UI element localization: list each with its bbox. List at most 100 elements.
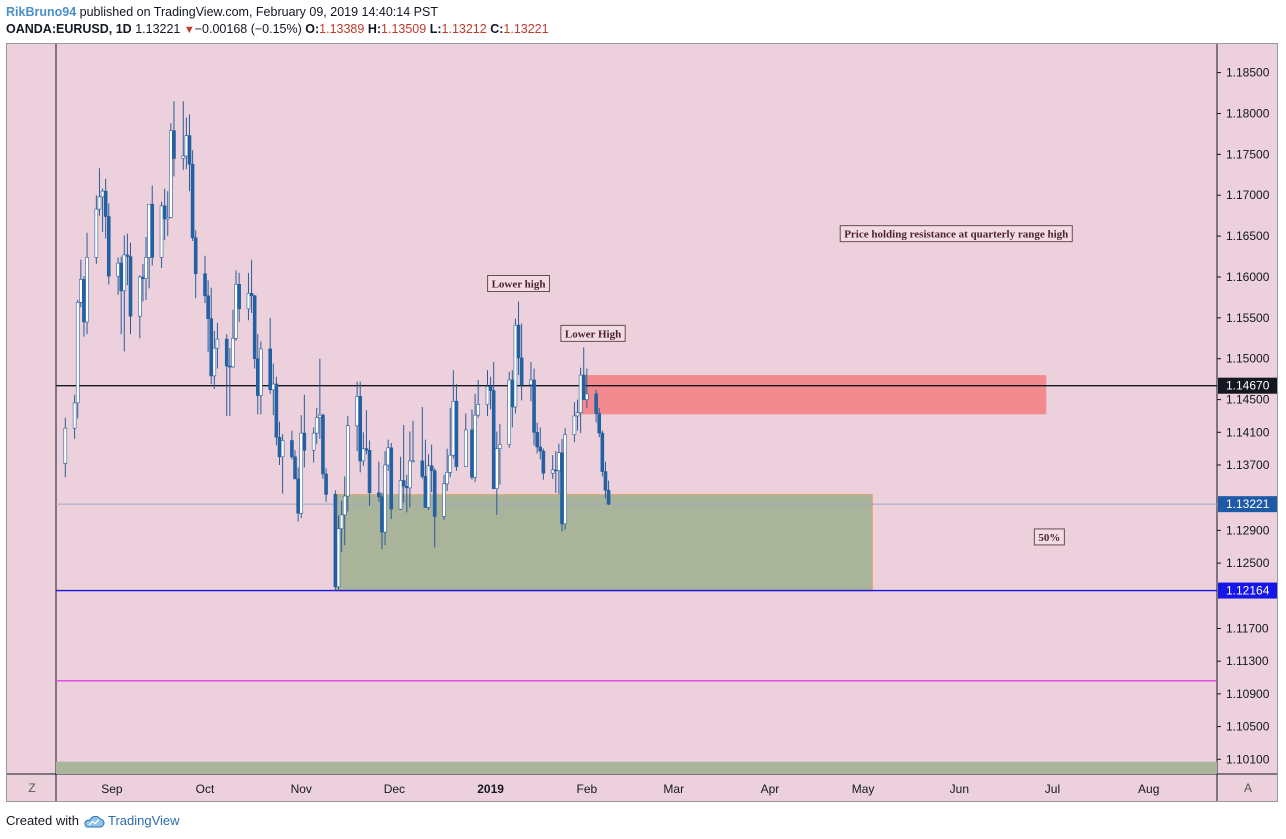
candle-body	[408, 460, 412, 489]
candle-body	[560, 452, 564, 525]
candle-body	[138, 276, 142, 317]
candle	[237, 272, 241, 322]
resistance-zone[interactable]	[580, 375, 1047, 415]
candle-body	[442, 483, 446, 517]
candle	[603, 461, 608, 499]
candle-body	[377, 492, 381, 498]
annotation-label[interactable]: Lower High	[560, 324, 626, 342]
annotation-text: Lower high	[492, 279, 546, 291]
x-tick-label: Oct	[196, 782, 215, 796]
y-tick-label: 1.17500	[1226, 147, 1270, 161]
candle	[224, 334, 229, 416]
candle-body	[578, 374, 583, 413]
price-marker	[1218, 582, 1277, 599]
candle	[333, 490, 338, 591]
close-value: 1.13221	[503, 22, 549, 36]
candle	[106, 203, 111, 285]
candle-body	[507, 379, 512, 445]
annotation-label[interactable]: Lower high	[487, 275, 550, 293]
candle	[314, 407, 319, 444]
candle-body	[538, 446, 543, 452]
symbol-label[interactable]: OANDA:EURUSD, 1D	[6, 22, 132, 36]
candle	[426, 454, 431, 510]
candle	[581, 347, 586, 400]
candle-body	[398, 480, 403, 510]
candle-body	[82, 279, 86, 323]
candle	[339, 500, 344, 552]
candle-body	[572, 415, 577, 436]
candle-body	[255, 358, 260, 396]
candle-body	[491, 390, 496, 490]
candle	[389, 442, 394, 519]
candlestick-chart[interactable]: 1.18500 1.18000 1.17500 1.17000 1.16500 1.160…	[7, 44, 1277, 801]
author-link[interactable]: RikBruno94	[6, 5, 77, 19]
x-tick-label: Apr	[761, 782, 780, 796]
candle-body	[336, 528, 341, 588]
candle	[429, 444, 434, 492]
left-toolbar-strip	[7, 44, 56, 774]
candle	[408, 431, 412, 508]
price-marker-label: 1.12164	[1226, 584, 1270, 598]
candle-body	[119, 262, 123, 292]
candle	[550, 455, 555, 479]
close-label: C:	[490, 22, 504, 36]
candle-body	[144, 257, 148, 279]
candle	[358, 381, 363, 473]
candle-body	[259, 348, 263, 396]
candle	[209, 287, 214, 385]
candle-body	[367, 449, 372, 494]
high-label: H:	[367, 22, 382, 36]
candle-body	[209, 318, 214, 377]
candle-body	[237, 284, 241, 310]
candle	[498, 424, 502, 485]
price-change: −0.00168 (−0.15%)	[194, 22, 302, 36]
candle	[594, 389, 598, 423]
x-tick-label: Dec	[384, 782, 405, 796]
candle-body	[510, 379, 515, 408]
candle-body	[122, 254, 127, 292]
candle-body	[463, 429, 468, 467]
candle-body	[516, 324, 521, 359]
candle-body	[529, 379, 533, 386]
candle-body	[401, 480, 406, 487]
candle-body	[553, 469, 558, 472]
zoom-toggle-button[interactable]: Z	[28, 781, 35, 795]
candle	[215, 322, 220, 369]
y-tick-label: 1.10900	[1226, 687, 1270, 701]
annotation-label[interactable]: 50%	[1033, 528, 1065, 546]
candle-body	[411, 460, 415, 463]
candle-body	[85, 257, 89, 323]
tradingview-link[interactable]: TradingView	[108, 813, 180, 828]
candle-body	[249, 293, 254, 297]
range-zone[interactable]	[334, 493, 873, 592]
annotation-label[interactable]: Price holding resistance at quarterly ra…	[839, 225, 1073, 243]
y-tick-label: 1.16000	[1226, 270, 1270, 284]
candle-body	[299, 432, 304, 514]
auto-scale-button[interactable]: A	[1244, 781, 1252, 795]
x-tick-label: Jun	[950, 782, 969, 796]
candle	[346, 415, 350, 512]
candle-body	[404, 485, 409, 489]
candle-body	[97, 196, 102, 210]
candle	[231, 309, 235, 368]
candle	[311, 427, 316, 463]
candle-body	[342, 495, 347, 516]
candle-body	[206, 295, 210, 319]
candle-body	[575, 412, 580, 417]
candle	[172, 101, 176, 177]
candle	[128, 242, 133, 335]
candle	[445, 448, 449, 492]
candle-body	[147, 203, 151, 258]
candle-body	[280, 440, 285, 458]
y-tick-label: 1.13700	[1226, 458, 1270, 472]
published-text: published on TradingView.com, February 0…	[79, 5, 438, 19]
candle-body	[302, 432, 307, 451]
y-tick-label: 1.17000	[1226, 188, 1270, 202]
price-marker	[1218, 377, 1277, 394]
candle-body	[488, 386, 493, 391]
candle-body	[420, 460, 425, 477]
bottom-zone[interactable]	[56, 761, 1217, 774]
chart-frame	[6, 43, 1278, 802]
candle	[290, 430, 294, 460]
y-tick-label: 1.18000	[1226, 106, 1270, 120]
